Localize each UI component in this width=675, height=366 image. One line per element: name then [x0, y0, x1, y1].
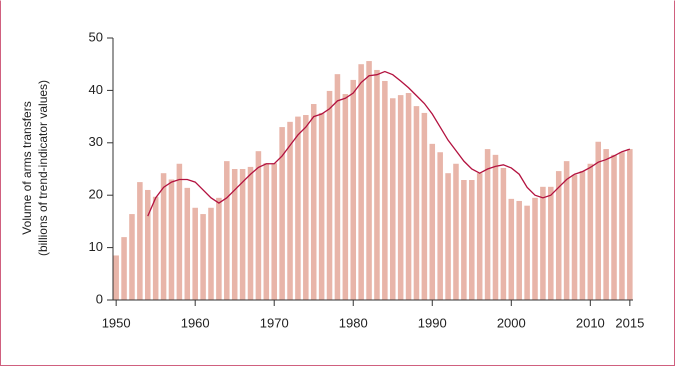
bar [366, 61, 372, 300]
bar [508, 198, 515, 300]
x-tick-label: 1990 [418, 315, 447, 330]
bar [295, 116, 301, 300]
x-tick-label: 2015 [615, 315, 644, 330]
bar [461, 180, 467, 300]
bar [326, 90, 333, 300]
bar [437, 152, 443, 300]
bar [603, 149, 609, 300]
bar [500, 167, 507, 300]
bar [571, 174, 578, 300]
bar [121, 237, 127, 300]
bar [397, 95, 404, 300]
bar [200, 214, 206, 300]
bar [429, 143, 436, 300]
bar [263, 163, 270, 300]
bar [145, 189, 151, 300]
y-tick-label: 10 [89, 239, 103, 254]
bar [184, 187, 191, 300]
bar [137, 182, 143, 300]
bar [516, 200, 522, 300]
bar [358, 64, 364, 300]
y-axis-label: (billions of trend-indicator values) [36, 80, 50, 256]
bar [168, 179, 175, 300]
bar [484, 149, 491, 300]
bar [350, 79, 357, 300]
y-tick-label: 40 [89, 82, 103, 97]
bar [160, 173, 167, 300]
bar [421, 112, 428, 300]
bar [231, 169, 238, 300]
bar [239, 169, 246, 300]
x-tick-label: 1950 [102, 315, 131, 330]
bar [129, 214, 135, 300]
bar [208, 207, 214, 300]
bar [563, 161, 570, 300]
x-tick-label: 1970 [260, 315, 289, 330]
bar [619, 152, 625, 300]
x-tick-label: 1960 [181, 315, 210, 330]
bar [271, 163, 277, 300]
bar [310, 104, 317, 300]
bar [342, 94, 349, 301]
bar [492, 154, 499, 300]
bar [532, 197, 538, 300]
bar [334, 74, 341, 300]
y-axis-label: Volume of arms transfers [20, 101, 34, 234]
bar [469, 180, 475, 300]
bar [548, 186, 554, 300]
bar [587, 163, 594, 300]
x-tick-label: 2010 [576, 315, 605, 330]
bar [192, 207, 198, 300]
bar [476, 173, 483, 300]
bar [224, 161, 230, 300]
bar [287, 121, 293, 300]
bar [303, 115, 309, 300]
bar [405, 93, 412, 301]
bar [445, 173, 451, 300]
bar [627, 149, 633, 300]
bar [279, 127, 285, 300]
y-tick-label: 50 [89, 29, 103, 44]
bar [413, 106, 420, 301]
bar [318, 112, 325, 300]
y-tick-label: 30 [89, 134, 103, 149]
bar [540, 186, 546, 300]
bar [453, 163, 459, 300]
bar [389, 98, 396, 300]
bar [555, 171, 562, 300]
bar [374, 69, 380, 301]
bar [524, 205, 530, 300]
bar [152, 196, 159, 300]
line [147, 70, 631, 217]
bar [113, 255, 119, 300]
bar [255, 151, 262, 300]
bar [216, 197, 222, 300]
bar [595, 141, 601, 300]
bar [579, 171, 586, 300]
bar [611, 154, 617, 300]
y-tick-label: 0 [96, 291, 103, 306]
bar [382, 80, 388, 300]
y-tick-label: 20 [89, 187, 103, 202]
bar [176, 163, 183, 300]
x-tick-label: 1980 [339, 315, 368, 330]
bar [247, 166, 254, 300]
x-tick-label: 2000 [497, 315, 526, 330]
